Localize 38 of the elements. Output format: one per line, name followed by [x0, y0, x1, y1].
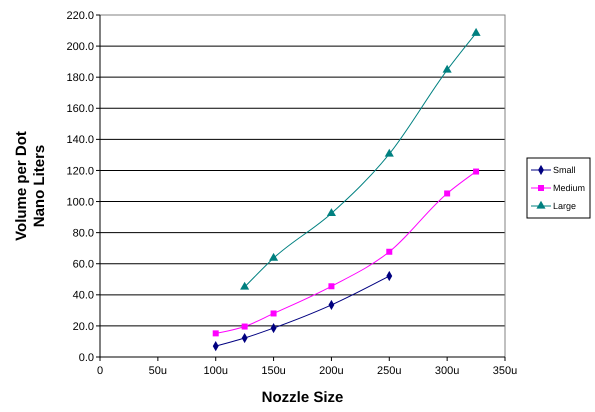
legend-label: Large [553, 201, 576, 212]
y-tick-label: 60.0 [72, 258, 94, 271]
x-axis-title: Nozzle Size [262, 389, 344, 406]
point [240, 282, 250, 290]
y-tick-label: 20.0 [72, 320, 94, 333]
point [212, 330, 219, 336]
y-tick-label: 140.0 [66, 134, 94, 146]
point [472, 28, 481, 36]
x-tick-label: 200u [319, 365, 344, 377]
y-tick-label: 220.0 [66, 10, 94, 22]
point [328, 283, 334, 290]
point [270, 310, 277, 316]
y-tick-label: 80.0 [72, 227, 94, 240]
point [242, 324, 248, 330]
y-axis-title: Volume per Dot Nano Liters [13, 131, 48, 241]
point [473, 168, 480, 175]
x-tick-label: 0 [96, 365, 104, 377]
x-tick-label: 150u [261, 365, 286, 377]
y-tick-label: 100.0 [66, 196, 94, 208]
x-tick-label: 300u [434, 365, 460, 377]
legend-label: Medium [553, 183, 586, 194]
x-tick-label: 350u [492, 365, 518, 377]
y-tick-label: 200.0 [66, 40, 94, 53]
point [444, 190, 450, 196]
point [269, 252, 278, 261]
point [384, 148, 394, 157]
y-tick-label: 0.0 [78, 352, 94, 364]
x-tick-label: 50u [148, 365, 168, 377]
point [326, 208, 336, 216]
y-tick-label: 40.0 [72, 290, 94, 302]
y-tick-label: 160.0 [66, 103, 94, 116]
legend-label: Small [553, 165, 576, 176]
y-tick-label: 180.0 [66, 72, 94, 84]
x-tick-label: 250u [377, 365, 402, 377]
point [442, 64, 452, 73]
x-tick-label: 100u [203, 365, 228, 377]
point [386, 248, 392, 255]
y-tick-label: 120.0 [66, 165, 94, 178]
